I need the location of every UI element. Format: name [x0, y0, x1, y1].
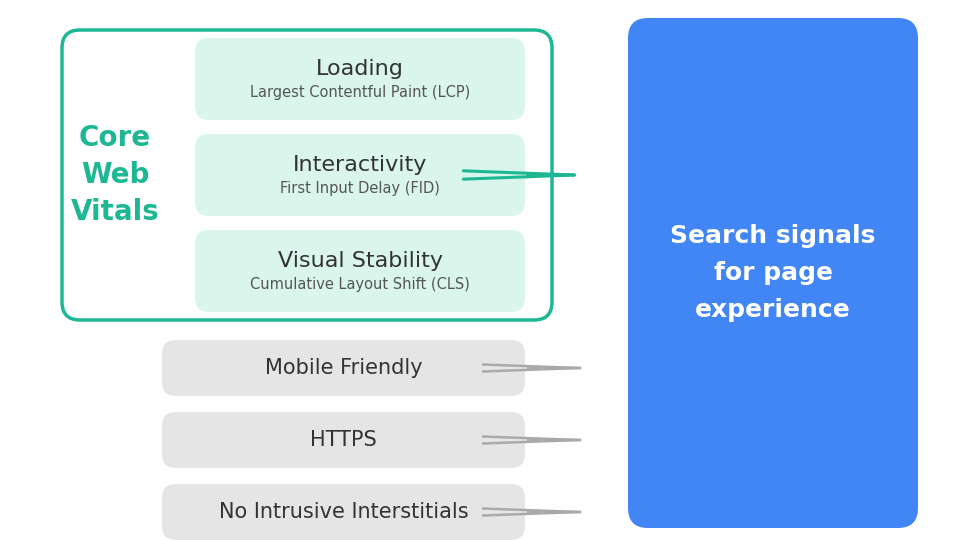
FancyBboxPatch shape [195, 38, 525, 120]
Text: Largest Contentful Paint (LCP): Largest Contentful Paint (LCP) [250, 85, 470, 100]
FancyBboxPatch shape [162, 484, 525, 540]
Text: No Intrusive Interstitials: No Intrusive Interstitials [219, 502, 468, 522]
Text: First Input Delay (FID): First Input Delay (FID) [280, 181, 440, 197]
FancyBboxPatch shape [62, 30, 552, 320]
Text: Visual Stability: Visual Stability [277, 251, 443, 271]
FancyBboxPatch shape [195, 134, 525, 216]
FancyBboxPatch shape [162, 340, 525, 396]
Text: Mobile Friendly: Mobile Friendly [265, 358, 422, 378]
Text: HTTPS: HTTPS [310, 430, 377, 450]
FancyBboxPatch shape [162, 412, 525, 468]
Text: Interactivity: Interactivity [293, 155, 427, 175]
Text: Loading: Loading [316, 59, 404, 79]
FancyBboxPatch shape [628, 18, 918, 528]
Text: Search signals
for page
experience: Search signals for page experience [670, 224, 876, 322]
Text: Cumulative Layout Shift (CLS): Cumulative Layout Shift (CLS) [250, 278, 470, 293]
Text: Core
Web
Vitals: Core Web Vitals [71, 124, 159, 226]
FancyBboxPatch shape [195, 230, 525, 312]
